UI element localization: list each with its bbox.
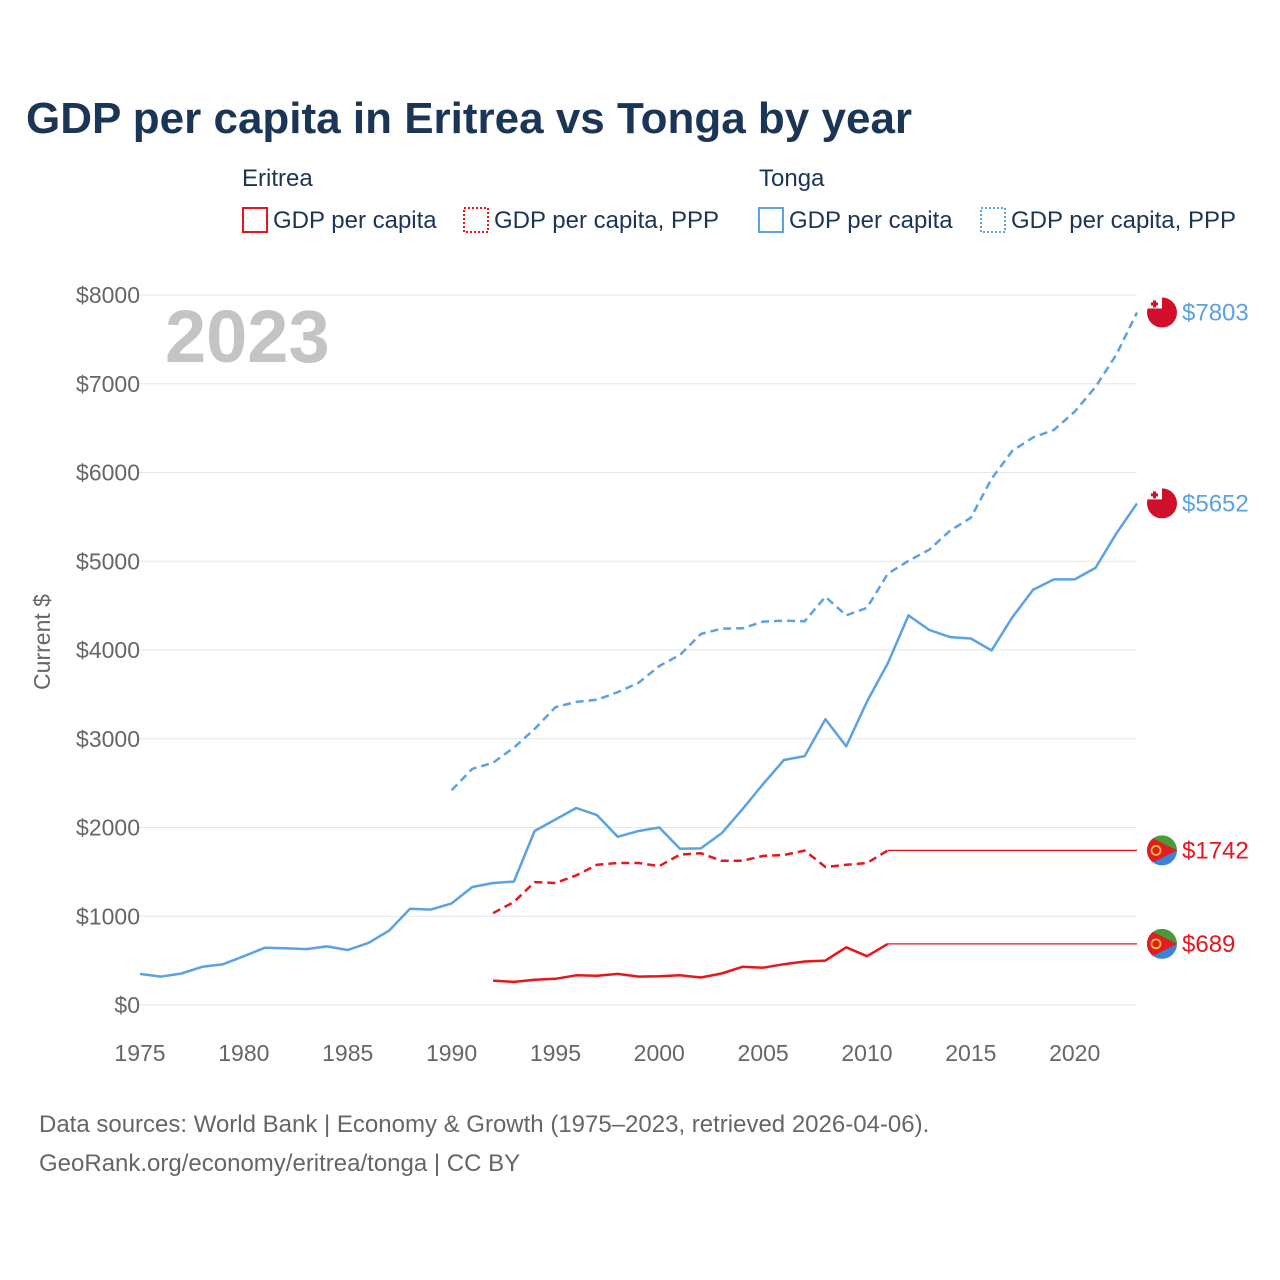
end-label-tonga-gdp: $5652 [1182, 490, 1249, 517]
legend-label-tonga-gdp[interactable]: GDP per capita [789, 207, 953, 234]
x-tick-label: 2000 [634, 1040, 685, 1066]
legend: Eritrea GDP per capita GDP per capita, P… [242, 165, 1236, 234]
x-tick-label: 1985 [322, 1040, 373, 1066]
y-tick-label: $7000 [76, 371, 140, 397]
footer-link[interactable]: GeoRank.org/economy/eritrea/tonga | CC B… [39, 1150, 520, 1177]
end-label-eritrea-ppp: $1742 [1182, 837, 1249, 864]
year-overlay: 2023 [165, 295, 330, 378]
y-tick-label: $4000 [76, 637, 140, 663]
y-tick-label: $8000 [76, 282, 140, 308]
y-tick-label: $3000 [76, 726, 140, 752]
x-tick-label: 1995 [530, 1040, 581, 1066]
legend-label-tonga-ppp[interactable]: GDP per capita, PPP [1011, 207, 1236, 234]
y-axis-ticks: $0 $1000 $2000 $3000 $4000 $5000 $6000 $7000 $80… [76, 282, 140, 1018]
end-label-eritrea-gdp: $689 [1182, 931, 1235, 958]
x-tick-label: 1975 [114, 1040, 165, 1066]
x-tick-label: 2010 [841, 1040, 892, 1066]
legend-label-eritrea-gdp[interactable]: GDP per capita [273, 207, 437, 234]
legend-swatch-eritrea-ppp[interactable] [463, 207, 489, 233]
y-tick-label: $6000 [76, 460, 140, 486]
x-tick-label: 1990 [426, 1040, 477, 1066]
series-line-eritrea-ppp[interactable] [492, 849, 889, 915]
eritrea-flag-icon [1147, 928, 1177, 959]
end-flags [1147, 297, 1177, 959]
y-axis-title: Current $ [29, 594, 55, 690]
y-tick-label: $0 [114, 992, 140, 1018]
tonga-flag-icon [1147, 488, 1177, 519]
footer-sources: Data sources: World Bank | Economy & Gro… [39, 1111, 929, 1138]
legend-swatch-tonga-gdp[interactable] [758, 207, 784, 233]
x-tick-label: 2020 [1049, 1040, 1100, 1066]
legend-swatch-eritrea-gdp[interactable] [242, 207, 268, 233]
eritrea-flag-icon [1147, 835, 1177, 866]
legend-group-tonga: Tonga [759, 165, 825, 192]
end-label-tonga-ppp: $7803 [1182, 299, 1249, 326]
y-tick-label: $5000 [76, 548, 140, 574]
x-tick-label: 1980 [218, 1040, 269, 1066]
series-line-tonga-ppp[interactable] [450, 311, 1139, 792]
tonga-flag-icon [1147, 297, 1177, 328]
y-tick-label: $2000 [76, 815, 140, 841]
series-line-eritrea-gdp[interactable] [493, 942, 889, 984]
series-lines [139, 311, 1139, 984]
legend-label-eritrea-ppp[interactable]: GDP per capita, PPP [494, 207, 719, 234]
y-tick-label: $1000 [76, 903, 140, 929]
series-line-tonga-gdp[interactable] [139, 502, 1139, 978]
end-labels: $7803 $5652 $1742 $689 [1182, 299, 1249, 957]
x-tick-label: 2005 [738, 1040, 789, 1066]
chart-title: GDP per capita in Eritrea vs Tonga by ye… [26, 94, 912, 143]
legend-group-eritrea: Eritrea [242, 165, 313, 192]
grid-lines [138, 294, 1137, 1006]
legend-swatch-tonga-ppp[interactable] [980, 207, 1006, 233]
x-tick-label: 2015 [945, 1040, 996, 1066]
x-axis-ticks: 1975 1980 1985 1990 1995 2000 2005 2010 2015 2020 [114, 1040, 1100, 1066]
